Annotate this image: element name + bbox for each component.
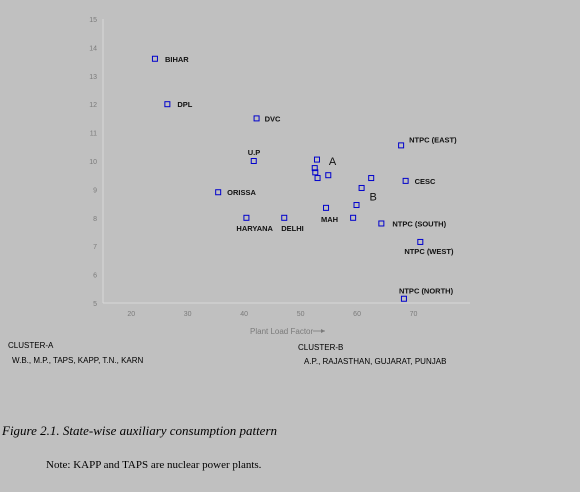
- tick-labels: 5 6 7 8 9 10 11 12 13 14 15 20 30 40 50 60 70: [89, 17, 417, 318]
- y-tick-label: 13: [89, 74, 97, 81]
- point-label: DVC: [265, 114, 281, 123]
- y-tick-label: 9: [93, 187, 97, 194]
- data-point: [250, 158, 257, 164]
- data-point: [323, 204, 330, 211]
- data-point: [378, 220, 385, 227]
- data-point: [314, 175, 321, 182]
- cluster-a-members: W.B., M.P., TAPS, KAPP, T.N., KARN: [12, 356, 144, 365]
- figure-note: Note: KAPP and TAPS are nuclear power pl…: [46, 459, 262, 471]
- point-labels: BIHAR DPL DVC U.P ORISSA HARYANA DELHI MAH NTPC …: [165, 55, 457, 296]
- y-tick-label: 14: [89, 45, 97, 52]
- data-point: [281, 214, 288, 221]
- point-label: MAH: [321, 215, 338, 224]
- point-label: ORISSA: [227, 188, 256, 197]
- data-point: [311, 165, 318, 172]
- data-point: [313, 156, 320, 163]
- data-point: [312, 169, 319, 176]
- point-label: NTPC (NORTH): [399, 287, 454, 296]
- data-point: [398, 142, 405, 149]
- data-point: [253, 115, 260, 122]
- y-tick-label: 15: [89, 17, 97, 24]
- point-label: DELHI: [281, 224, 304, 233]
- point-label: CESC: [415, 177, 436, 186]
- point-label: NTPC (WEST): [404, 247, 454, 256]
- y-tick-label: 10: [89, 159, 97, 166]
- data-points: [151, 55, 424, 302]
- x-tick-label: 70: [410, 311, 418, 318]
- point-label: HARYANA: [236, 224, 273, 233]
- data-point: [417, 238, 424, 245]
- cluster-annotation: A: [329, 156, 337, 168]
- x-tick-label: 20: [127, 311, 135, 318]
- data-point: [215, 189, 222, 196]
- cluster-markers: AB: [329, 156, 377, 204]
- x-tick-label: 50: [297, 311, 305, 318]
- x-tick-label: 60: [353, 311, 361, 318]
- y-tick-label: 6: [93, 273, 97, 280]
- data-point: [358, 184, 365, 191]
- cluster-b-members: A.P., RAJASTHAN, GUJARAT, PUNJAB: [304, 357, 447, 366]
- data-point: [243, 214, 250, 221]
- cluster-a-title: CLUSTER-A: [8, 341, 54, 350]
- data-point: [400, 295, 407, 302]
- point-label: NTPC (EAST): [409, 135, 457, 144]
- y-tick-label: 7: [93, 244, 97, 251]
- point-label: NTPC (SOUTH): [392, 219, 446, 228]
- data-point: [350, 214, 357, 221]
- x-axis-label-arrowhead: [321, 329, 325, 333]
- data-point: [353, 202, 360, 209]
- data-point: [325, 172, 332, 179]
- point-label: BIHAR: [165, 55, 189, 64]
- y-tick-label: 5: [93, 301, 97, 308]
- data-point: [151, 55, 158, 62]
- cluster-b-title: CLUSTER-B: [298, 343, 344, 352]
- axes: [102, 19, 470, 304]
- x-axis-label: Plant Load Factor: [250, 327, 313, 336]
- x-tick-label: 30: [184, 311, 192, 318]
- point-label: U.P: [248, 148, 261, 157]
- y-tick-label: 11: [90, 131, 97, 138]
- y-tick-label: 12: [89, 102, 97, 109]
- data-point: [164, 101, 171, 108]
- cluster-annotation: B: [369, 192, 376, 204]
- y-tick-label: 8: [93, 216, 97, 223]
- x-tick-label: 40: [240, 311, 248, 318]
- data-point: [402, 177, 409, 184]
- figure-caption: Figure 2.1. State-wise auxiliary consump…: [2, 423, 278, 438]
- point-label: DPL: [177, 100, 192, 109]
- data-point: [368, 175, 375, 182]
